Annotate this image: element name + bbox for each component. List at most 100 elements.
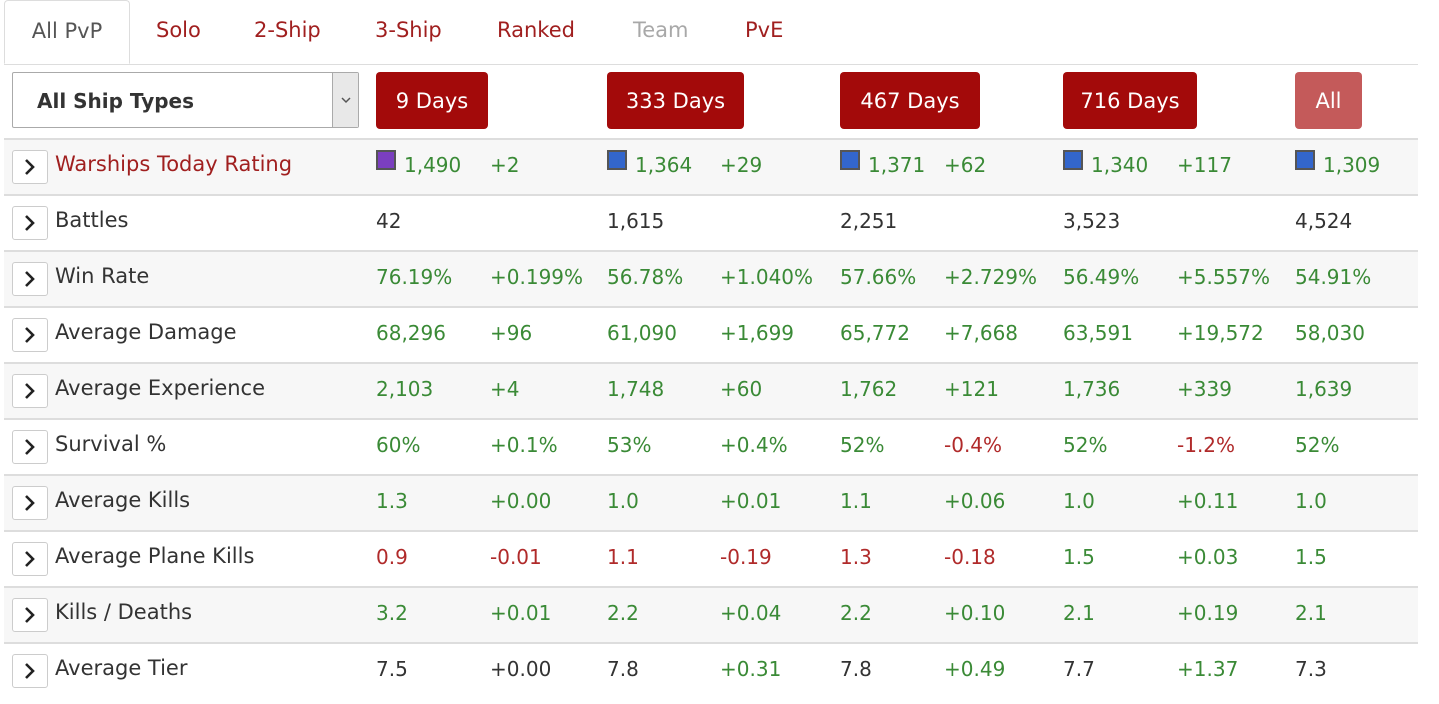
expand-button[interactable] [12,374,48,408]
delta-716-days: -1.2% [1177,433,1236,457]
delta-333-days: +1.040% [720,265,814,289]
delta-467-days: +0.10 [944,601,1006,625]
ship-type-select[interactable]: All Ship Types [12,72,359,128]
value-716-days: 7.7 [1063,657,1095,681]
expand-button[interactable] [12,262,48,296]
value-716-days: 3,523 [1063,209,1121,233]
value-716-days: 1.5 [1063,545,1095,569]
chevron-right-icon [25,551,35,567]
value-all: 54.91% [1295,265,1372,289]
expand-button[interactable] [12,598,48,632]
delta-467-days: +0.06 [944,489,1006,513]
value-9-days: 7.5 [376,657,408,681]
expand-button[interactable] [12,206,48,240]
value-9-days: 1.3 [376,489,408,513]
value-333-days: 1,364 [635,153,693,177]
chevron-right-icon [25,663,35,679]
delta-9-days: +0.00 [490,489,552,513]
value-9-days: 1,490 [404,153,462,177]
delta-9-days: -0.01 [490,545,542,569]
value-333-days: 1,615 [607,209,665,233]
expand-button[interactable] [12,150,48,184]
value-716-days: 2.1 [1063,601,1095,625]
delta-333-days: +0.4% [720,433,788,457]
tab-all-pvp[interactable]: All PvP [4,0,130,64]
value-all: 58,030 [1295,321,1365,345]
tab-ranked[interactable]: Ranked [497,18,575,42]
delta-9-days: +4 [490,377,520,401]
expand-button[interactable] [12,318,48,352]
stats-row-average-experience: Average Experience 2,103 +4 1,748 +60 1,762 +1… [4,362,1418,418]
value-333-days: 7.8 [607,657,639,681]
tab-2-ship[interactable]: 2-Ship [254,18,321,42]
value-9-days: 0.9 [376,545,408,569]
value-all: 4,524 [1295,209,1353,233]
chevron-right-icon [25,271,35,287]
delta-333-days: -0.19 [720,545,772,569]
delta-333-days: +0.04 [720,601,782,625]
chevron-right-icon [25,159,35,175]
delta-333-days: +60 [720,377,763,401]
delta-9-days: +0.01 [490,601,552,625]
value-333-days: 2.2 [607,601,639,625]
delta-467-days: +0.49 [944,657,1006,681]
value-467-days: 52% [840,433,885,457]
delta-716-days: +1.37 [1177,657,1239,681]
value-all: 52% [1295,433,1340,457]
chevron-down-icon[interactable] [332,73,358,127]
value-716-days: 63,591 [1063,321,1133,345]
value-467-days: 1,762 [840,377,898,401]
expand-button[interactable] [12,542,48,576]
stats-row-average-plane-kills: Average Plane Kills 0.9 -0.01 1.1 -0.19 1.3 -0… [4,530,1418,586]
value-716-days: 1,340 [1091,153,1149,177]
tab-solo[interactable]: Solo [156,18,201,42]
rating-color-icon [1295,150,1315,170]
value-467-days: 2,251 [840,209,898,233]
row-label[interactable]: Warships Today Rating [55,152,293,176]
period-button-333-days[interactable]: 333 Days [607,72,744,129]
value-467-days: 65,772 [840,321,910,345]
delta-716-days: +0.19 [1177,601,1239,625]
period-button-all[interactable]: All [1295,72,1362,129]
period-button-9-days[interactable]: 9 Days [376,72,488,129]
value-467-days: 7.8 [840,657,872,681]
expand-button[interactable] [12,654,48,688]
stats-row-win-rate: Win Rate 76.19% +0.199% 56.78% +1.040% 57.66%… [4,250,1418,306]
value-all: 1,309 [1323,153,1381,177]
value-467-days: 57.66% [840,265,917,289]
row-label: Win Rate [55,264,150,288]
delta-9-days: +96 [490,321,533,345]
stats-table: Warships Today Rating 1,490 +2 1,364 +29 1,37… [4,138,1418,698]
chevron-right-icon [25,327,35,343]
tab-pve[interactable]: PvE [745,18,784,42]
row-label: Average Experience [55,376,266,400]
delta-716-days: +5.557% [1177,265,1271,289]
row-label: Average Tier [55,656,188,680]
stats-row-average-kills: Average Kills 1.3 +0.00 1.0 +0.01 1.1 +0.06 1.0… [4,474,1418,530]
expand-button[interactable] [12,486,48,520]
value-716-days: 1.0 [1063,489,1095,513]
rating-color-icon [607,150,627,170]
value-333-days: 56.78% [607,265,684,289]
chevron-right-icon [25,439,35,455]
value-9-days: 76.19% [376,265,453,289]
value-333-days: 1,748 [607,377,665,401]
value-333-days: 1.1 [607,545,639,569]
row-label: Survival % [55,432,167,456]
stats-row-average-tier: Average Tier 7.5 +0.00 7.8 +0.31 7.8 +0.49 7.7 +… [4,642,1418,698]
value-467-days: 1.3 [840,545,872,569]
chevron-right-icon [25,495,35,511]
tab-3-ship[interactable]: 3-Ship [375,18,442,42]
delta-333-days: +0.31 [720,657,782,681]
delta-716-days: +0.03 [1177,545,1239,569]
delta-716-days: +339 [1177,377,1232,401]
value-333-days: 1.0 [607,489,639,513]
value-333-days: 53% [607,433,652,457]
expand-button[interactable] [12,430,48,464]
period-button-467-days[interactable]: 467 Days [840,72,980,129]
period-button-716-days[interactable]: 716 Days [1063,72,1197,129]
value-716-days: 1,736 [1063,377,1121,401]
delta-716-days: +117 [1177,153,1232,177]
value-all: 1,639 [1295,377,1353,401]
stats-row-survival: Survival % 60% +0.1% 53% +0.4% 52% -0.4% 52% -1.… [4,418,1418,474]
